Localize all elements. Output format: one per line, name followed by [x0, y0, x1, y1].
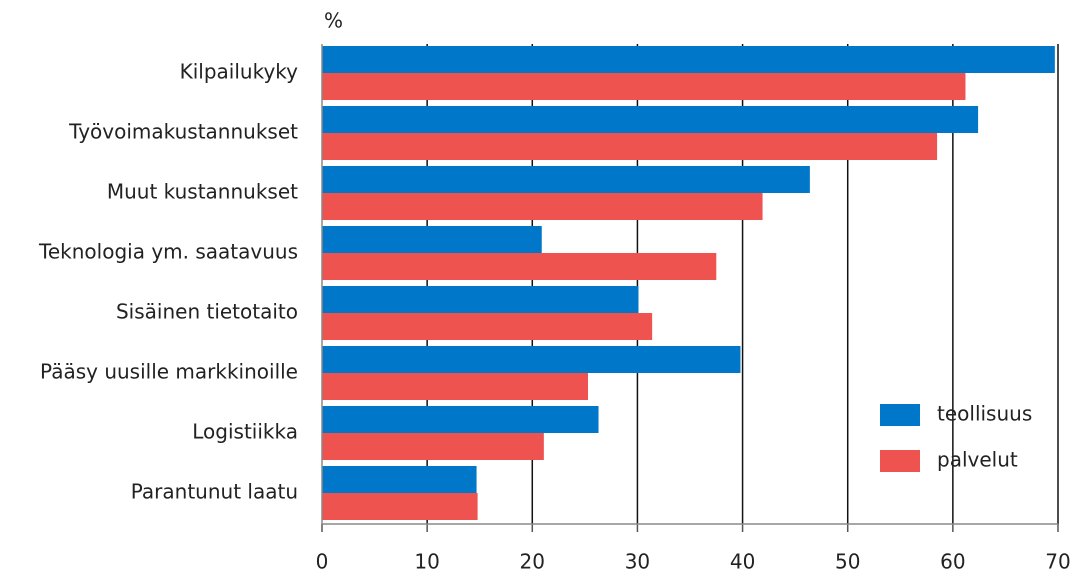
x-tick-label: 40 [730, 550, 755, 574]
x-tick-label: 0 [316, 550, 329, 574]
bar [322, 433, 544, 460]
x-tick-label: 60 [940, 550, 965, 574]
y-tick-label: Työvoimakustannukset [68, 120, 298, 144]
x-tick-label: 10 [414, 550, 439, 574]
legend-swatch [880, 450, 920, 472]
bar [322, 46, 1055, 73]
legend-label: palvelut [937, 448, 1018, 472]
bar [322, 133, 938, 160]
bar [322, 406, 599, 433]
y-tick-label: Pääsy uusille markkinoille [40, 360, 298, 384]
bar [322, 493, 478, 520]
bar [322, 226, 542, 253]
y-tick-label: Muut kustannukset [107, 180, 298, 204]
x-tick-label: 70 [1045, 550, 1070, 574]
bar [322, 313, 653, 340]
bar [322, 166, 810, 193]
x-tick-label: 30 [625, 550, 650, 574]
unit-label: % [324, 9, 343, 33]
bar [322, 253, 717, 280]
y-tick-label: Teknologia ym. saatavuus [38, 240, 298, 264]
bar [322, 346, 741, 373]
y-tick-label: Logistiikka [192, 420, 298, 444]
x-tick-label: 20 [520, 550, 545, 574]
bar [322, 373, 589, 400]
legend-label: teollisuus [937, 402, 1032, 426]
bar [322, 106, 979, 133]
y-tick-label: Sisäinen tietotaito [116, 300, 298, 324]
bar [322, 466, 477, 493]
y-tick-label: Kilpailukyky [180, 60, 299, 84]
bar [322, 193, 763, 220]
legend-swatch [880, 404, 920, 426]
bar [322, 73, 966, 100]
y-tick-label: Parantunut laatu [131, 480, 298, 504]
x-tick-label: 50 [835, 550, 860, 574]
bar [322, 286, 639, 313]
